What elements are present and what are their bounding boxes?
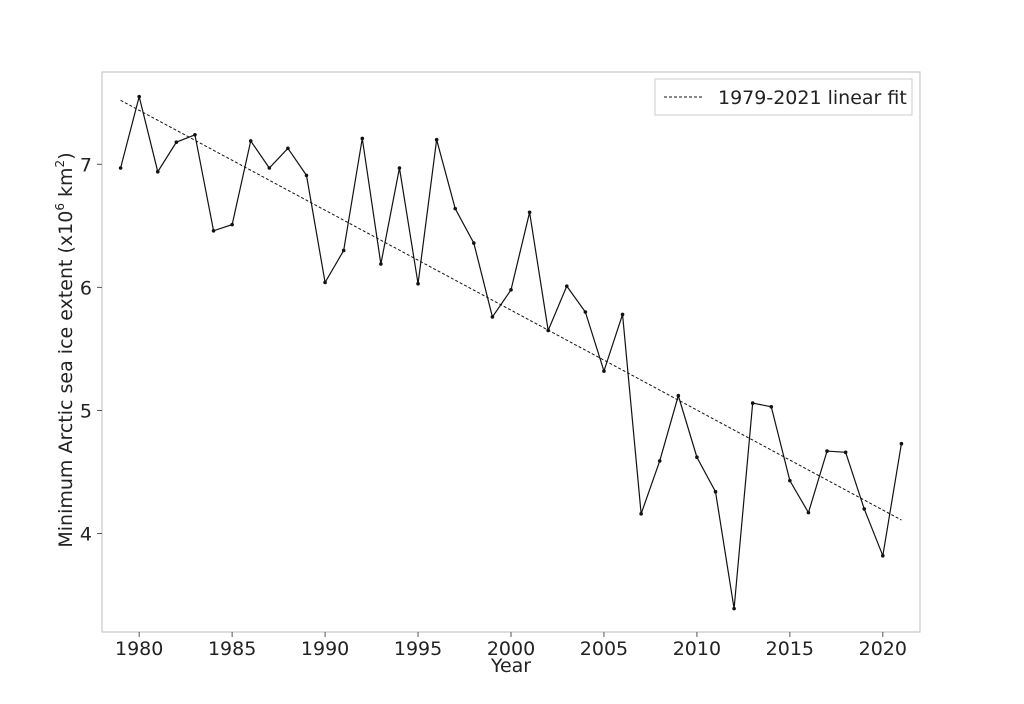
- x-tick-label: 2020: [859, 638, 907, 660]
- data-point: [881, 553, 885, 558]
- y-axis-ticks: 4 5 6 7: [80, 154, 102, 546]
- x-tick-label: 2005: [580, 638, 628, 660]
- data-point: [713, 489, 718, 494]
- data-point: [434, 137, 439, 142]
- data-point: [620, 312, 625, 317]
- data-point: [360, 136, 365, 141]
- x-tick-label: 2015: [766, 638, 814, 660]
- y-tick-label: 5: [80, 400, 92, 422]
- data-point: [416, 281, 420, 286]
- data-point: [137, 94, 141, 99]
- data-point: [267, 166, 272, 170]
- data-point: [732, 606, 736, 611]
- data-point: [546, 328, 550, 333]
- data-point: [490, 315, 495, 319]
- data-point: [676, 393, 681, 398]
- legend-box: [654, 78, 913, 116]
- data-points: [118, 94, 904, 611]
- x-tick-label: 1985: [208, 638, 256, 660]
- data-point: [695, 455, 699, 460]
- data-point: [397, 166, 402, 170]
- data-point: [472, 241, 476, 245]
- y-axis-title: Minimum Arctic sea ice extent (x106 km2): [53, 152, 77, 547]
- data-point: [750, 401, 755, 405]
- linear-fit-line: [120, 99, 902, 521]
- y-tick-label: 4: [80, 524, 92, 546]
- x-axis-title: Year: [490, 655, 531, 677]
- x-axis-ticks: 1980 1985 1990 1995 2000 2005 2010 2015 2020: [115, 632, 907, 660]
- data-point: [639, 512, 643, 516]
- sea-ice-extent-line: [120, 96, 903, 609]
- data-point: [155, 169, 160, 174]
- y-tick-label: 6: [80, 277, 92, 299]
- y-tick-label: 7: [80, 154, 92, 176]
- data-point: [602, 369, 606, 373]
- data-point: [286, 146, 290, 151]
- data-point: [843, 450, 848, 455]
- data-point: [230, 222, 234, 227]
- data-point: [583, 310, 588, 314]
- data-point: [248, 139, 253, 143]
- data-point: [174, 140, 179, 144]
- data-point: [899, 441, 904, 446]
- x-tick-label: 2000: [487, 638, 535, 660]
- x-tick-label: 1995: [394, 638, 442, 660]
- x-tick-label: 1990: [301, 638, 349, 660]
- data-point: [453, 206, 458, 211]
- data-point: [564, 284, 569, 288]
- data-point: [509, 288, 513, 292]
- data-point: [211, 228, 216, 233]
- data-point: [341, 248, 346, 253]
- data-point: [527, 210, 532, 215]
- data-point: [825, 449, 829, 453]
- data-point: [323, 280, 327, 285]
- data-point: [806, 510, 811, 515]
- plot-frame: [101, 71, 921, 633]
- data-point: [118, 166, 123, 170]
- data-point: [862, 507, 867, 511]
- data-point: [379, 262, 383, 266]
- x-tick-label: 1980: [115, 638, 163, 660]
- data-point: [769, 404, 774, 409]
- data-point: [657, 459, 662, 463]
- legend: 1979-2021 linear fit: [654, 78, 913, 116]
- data-point: [788, 478, 792, 483]
- data-point: [304, 173, 309, 178]
- data-point: [193, 132, 197, 137]
- legend-fit-label: 1979-2021 linear fit: [718, 87, 907, 109]
- x-tick-label: 2010: [673, 638, 721, 660]
